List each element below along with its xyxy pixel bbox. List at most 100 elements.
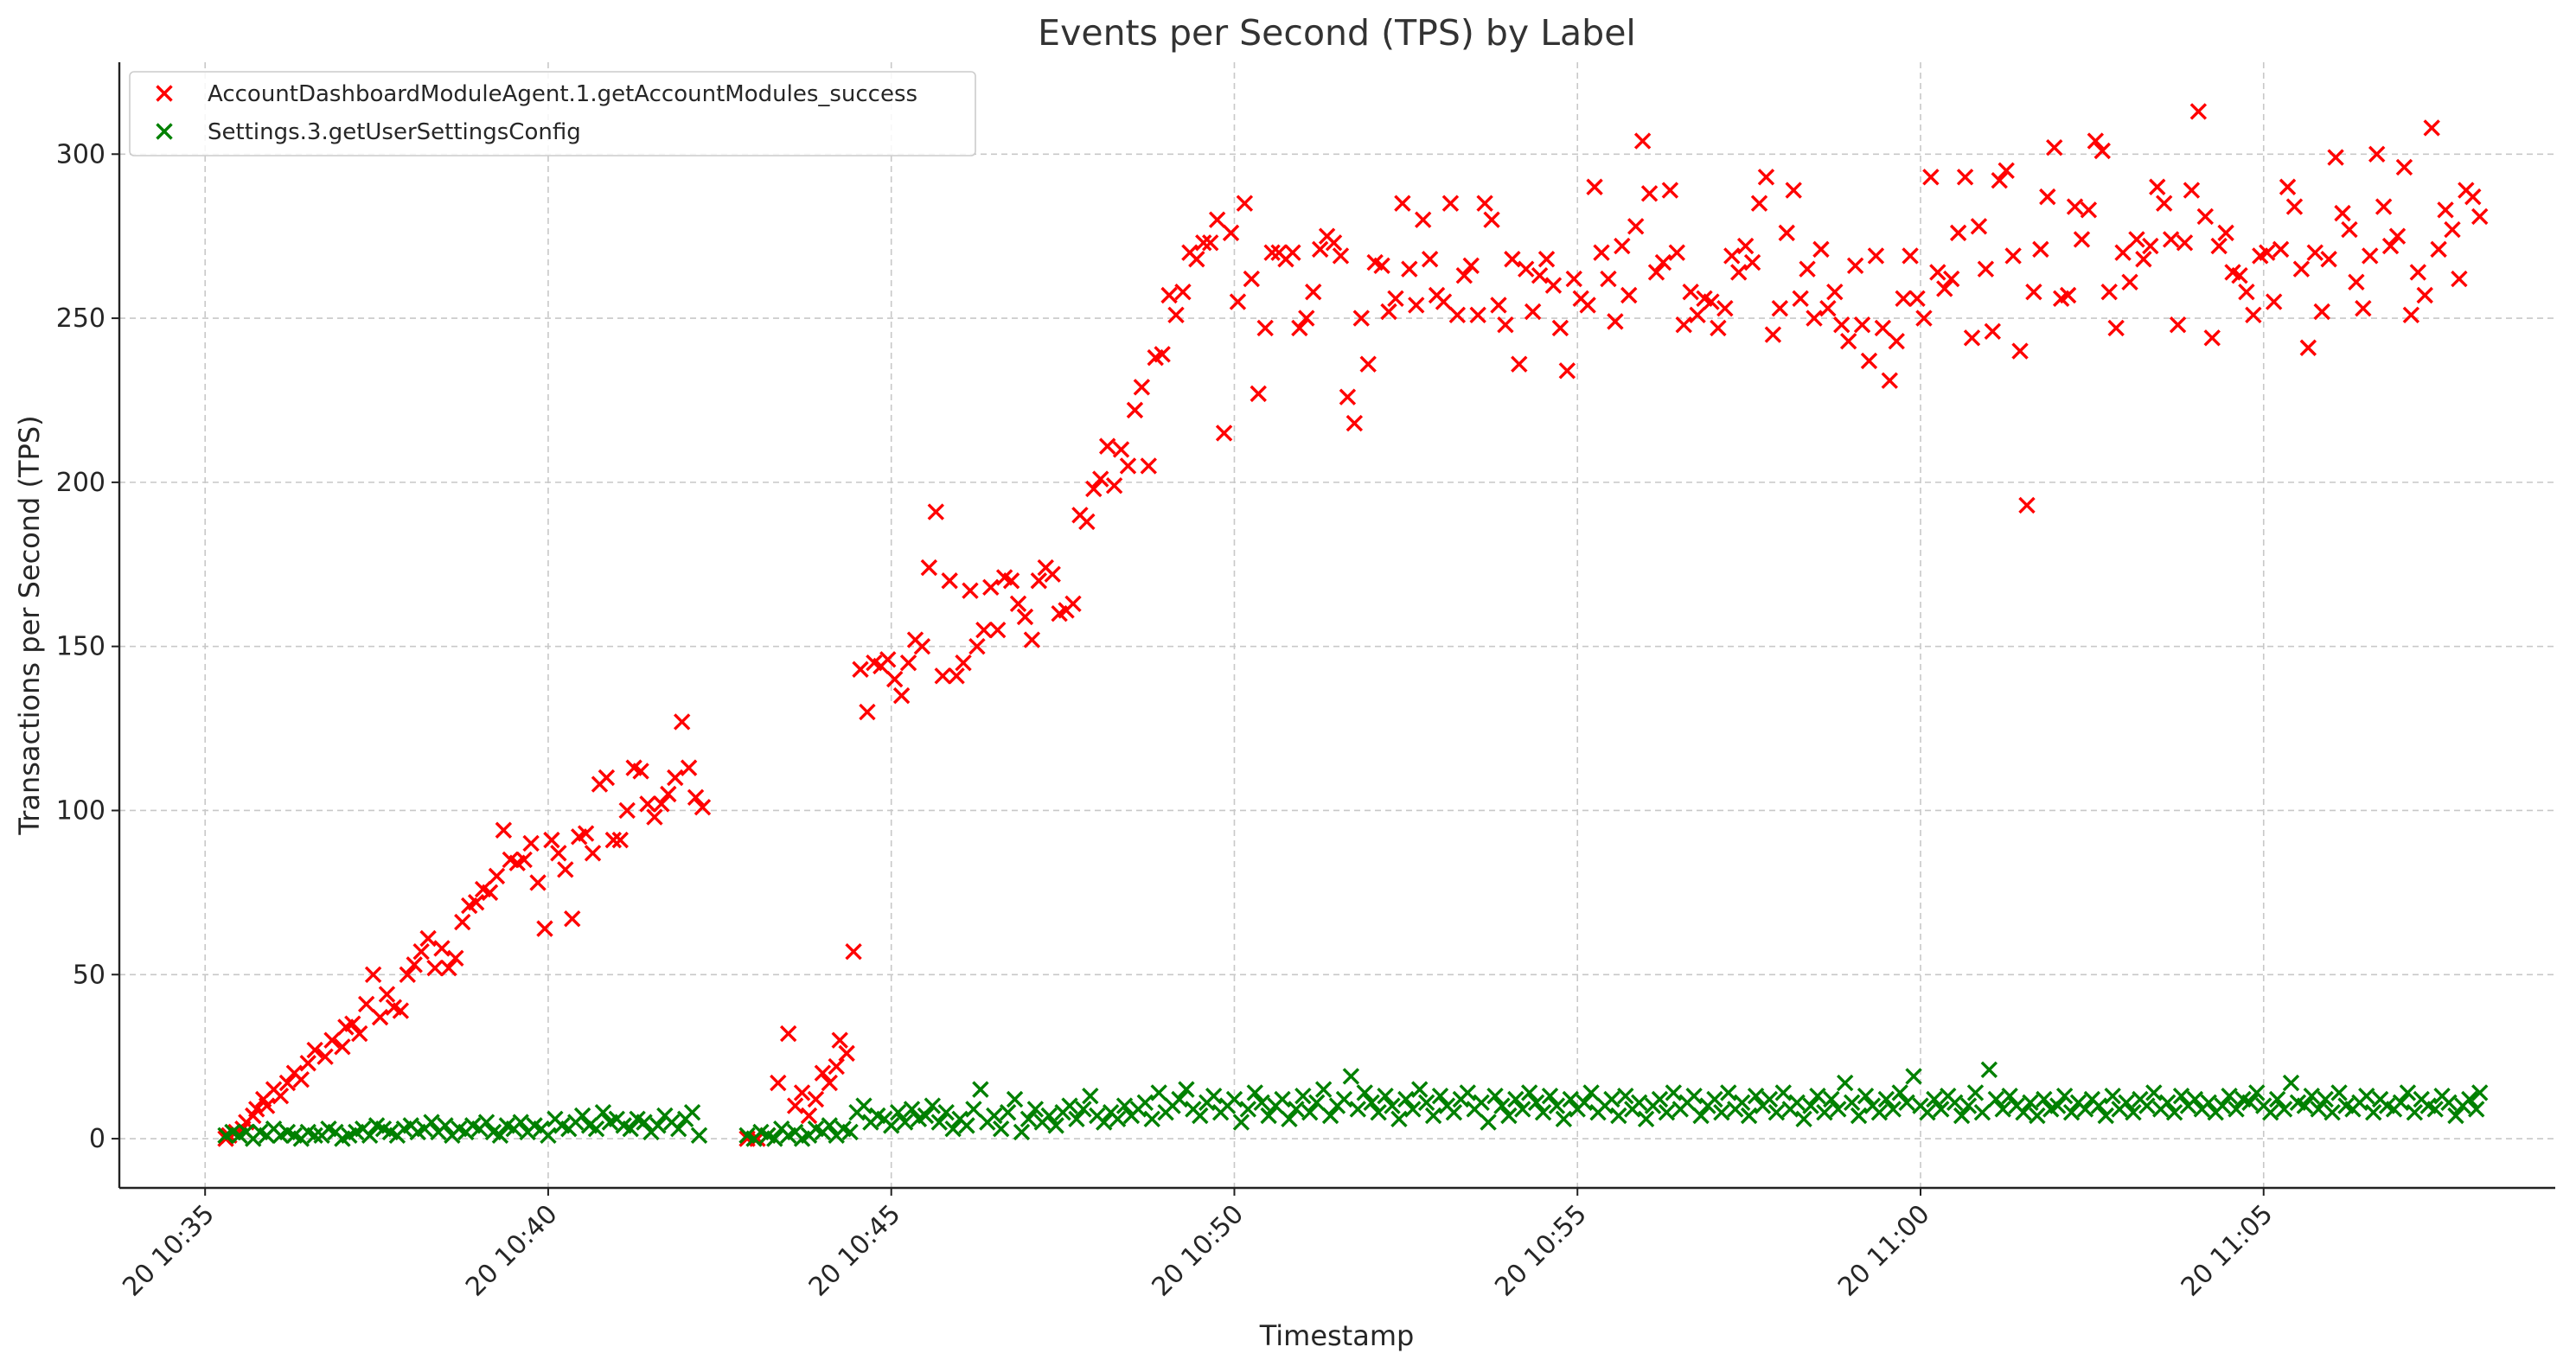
- data-point: [1586, 178, 1603, 195]
- data-point: [1823, 1090, 1840, 1108]
- data-point: [807, 1090, 825, 1108]
- data-point: [1507, 1090, 1525, 1108]
- data-point: [962, 582, 979, 599]
- data-point: [1884, 1101, 1902, 1118]
- data-point: [1987, 1090, 2004, 1108]
- data-point: [1633, 132, 1652, 150]
- data-point: [1023, 631, 1041, 648]
- data-point: [968, 637, 986, 655]
- data-point: [1314, 1081, 1333, 1098]
- data-point: [618, 801, 636, 820]
- data-point: [2066, 198, 2084, 215]
- data-point: [992, 1120, 1010, 1138]
- data-point: [1730, 264, 1748, 281]
- data-point: [1665, 1084, 1683, 1101]
- data-point: [1806, 310, 1823, 327]
- data-point: [1984, 322, 2002, 340]
- data-point: [2149, 178, 2166, 195]
- data-point: [2330, 1084, 2348, 1101]
- data-point: [1713, 1103, 1730, 1121]
- data-point: [1500, 1107, 1518, 1125]
- data-point: [1953, 1107, 1971, 1125]
- data-point: [1040, 1107, 1058, 1125]
- data-point: [344, 1015, 361, 1032]
- data-point: [2406, 1103, 2424, 1121]
- data-point: [1061, 1097, 1078, 1114]
- data-point: [1301, 1103, 1319, 1121]
- data-point: [1853, 316, 1871, 334]
- data-point: [1607, 313, 1624, 330]
- data-point: [660, 785, 677, 803]
- data-point: [821, 1117, 838, 1134]
- data-point: [1926, 1090, 1943, 1108]
- data-point: [1085, 480, 1103, 498]
- data-point: [896, 1114, 914, 1131]
- data-point: [316, 1048, 334, 1065]
- data-point: [1802, 1097, 1819, 1114]
- data-point: [2259, 244, 2276, 261]
- data-point: [564, 910, 581, 928]
- data-point: [1630, 1094, 1648, 1112]
- data-point: [2317, 1090, 2334, 1108]
- data-point: [2358, 1088, 2375, 1105]
- data-point: [1908, 290, 1926, 308]
- data-point: [1600, 270, 1617, 288]
- data-point: [2158, 1094, 2176, 1112]
- data-point: [1305, 284, 1322, 301]
- data-point: [467, 894, 485, 911]
- data-point: [1610, 1107, 1627, 1125]
- data-point: [536, 920, 553, 937]
- data-point: [1929, 264, 1946, 281]
- data-point: [2461, 1090, 2478, 1108]
- data-point: [2430, 240, 2447, 259]
- data-point: [1767, 1103, 1786, 1121]
- data-point: [1250, 385, 1267, 403]
- data-point: [2210, 237, 2228, 255]
- data-point: [1757, 169, 1775, 186]
- data-point: [2196, 207, 2215, 226]
- data-point: [1133, 379, 1151, 396]
- data-point: [2080, 201, 2098, 219]
- data-point: [440, 959, 457, 977]
- data-point: [892, 686, 911, 705]
- data-point: [2217, 224, 2234, 242]
- data-point: [1534, 1103, 1552, 1121]
- data-point: [351, 1024, 368, 1043]
- data-point: [423, 1114, 440, 1131]
- data-point: [1792, 290, 1809, 308]
- data-point: [1774, 1084, 1792, 1101]
- data-point: [361, 1127, 379, 1144]
- data-point: [1359, 355, 1377, 373]
- data-point: [2214, 1097, 2231, 1114]
- data-point: [2324, 1103, 2341, 1121]
- data-point: [1298, 310, 1315, 327]
- data-point: [1459, 1084, 1476, 1101]
- data-point: [2416, 286, 2433, 304]
- data-point: [2468, 1101, 2485, 1118]
- y-tick-label: 50: [73, 960, 105, 990]
- data-point: [2228, 1101, 2245, 1118]
- data-point: [1839, 332, 1857, 350]
- data-point: [2447, 1107, 2464, 1125]
- data-point: [1126, 401, 1144, 419]
- data-point: [1593, 244, 1610, 261]
- data-point: [1703, 293, 1720, 310]
- data-point: [831, 1031, 848, 1049]
- data-point: [1843, 1094, 1861, 1112]
- data-point: [2121, 273, 2138, 291]
- data-point: [2292, 260, 2311, 278]
- data-point: [1424, 1107, 1442, 1125]
- data-point: [1192, 1107, 1209, 1125]
- data-point: [1959, 1097, 1978, 1114]
- data-point: [1411, 1081, 1429, 1098]
- data-point: [1922, 169, 1940, 186]
- data-point: [1263, 244, 1281, 261]
- data-point: [1514, 1101, 1531, 1118]
- data-point: [828, 1057, 845, 1076]
- data-point: [2118, 1094, 2135, 1112]
- data-point: [364, 966, 382, 983]
- data-point: [2104, 1088, 2121, 1105]
- data-point: [1860, 352, 1878, 370]
- data-point: [529, 874, 547, 891]
- y-tick-label: 100: [56, 795, 105, 826]
